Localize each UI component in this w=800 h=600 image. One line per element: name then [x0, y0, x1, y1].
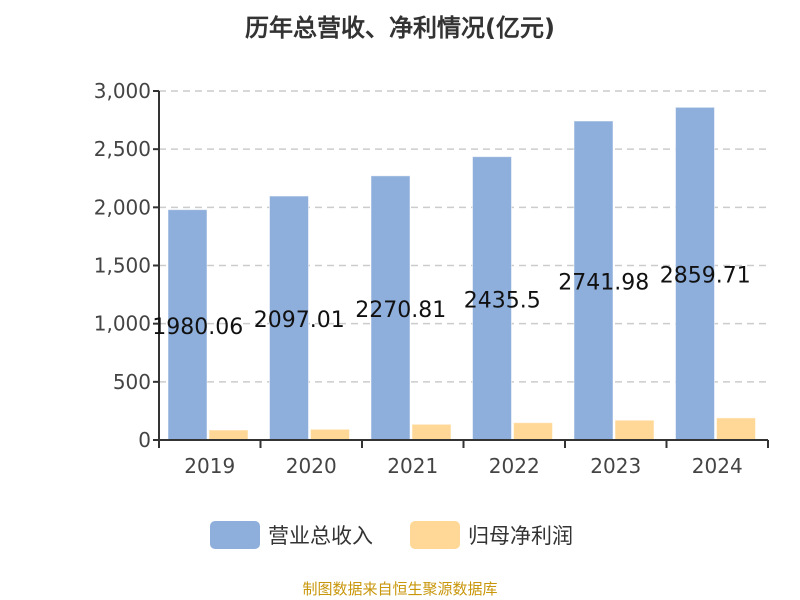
data-label: 2435.5: [464, 288, 541, 313]
bar-revenue: [675, 106, 715, 441]
y-tick-label: 1,000: [94, 312, 151, 336]
x-tick-label: 2023: [590, 454, 641, 478]
x-tick-label: 2021: [387, 454, 438, 478]
data-label: 2859.71: [660, 264, 751, 289]
legend-net-profit[interactable]: 归母净利润: [410, 520, 573, 550]
y-tick-label: 2,500: [94, 137, 151, 161]
source-note: 制图数据来自恒生聚源数据库: [302, 580, 498, 598]
legend-label: 营业总收入: [268, 524, 373, 548]
data-label: 1980.06: [152, 315, 243, 340]
legend-revenue[interactable]: 营业总收入: [210, 520, 373, 550]
x-tick-label: 2020: [286, 454, 337, 478]
bar-net-profit: [513, 422, 553, 441]
bar-net-profit: [614, 419, 655, 441]
data-label: 2741.98: [558, 271, 649, 296]
bar-net-profit: [716, 417, 756, 441]
legend-swatch: [210, 521, 260, 549]
bar-revenue: [269, 195, 309, 441]
legend-label: 归母净利润: [468, 524, 573, 548]
bar-revenue: [370, 175, 411, 441]
bar-revenue: [573, 120, 614, 441]
x-tick-label: 2024: [692, 454, 743, 478]
bar-revenue: [472, 156, 512, 441]
data-label: 2270.81: [355, 298, 446, 323]
y-tick-label: 1,500: [94, 254, 151, 278]
chart-title: 历年总营收、净利情况(亿元): [245, 14, 555, 42]
x-tick-label: 2019: [184, 454, 235, 478]
bar-net-profit: [208, 429, 249, 441]
bar-net-profit: [310, 428, 350, 441]
y-tick-label: 3,000: [94, 79, 151, 103]
y-tick-label: 2,000: [94, 195, 151, 219]
y-tick-label: 500: [113, 370, 151, 394]
legend-swatch: [410, 521, 460, 549]
bar-net-profit: [411, 423, 452, 441]
y-tick-label: 0: [138, 428, 151, 452]
bar-revenue: [167, 209, 208, 441]
x-tick-label: 2022: [489, 454, 540, 478]
data-label: 2097.01: [254, 308, 345, 333]
